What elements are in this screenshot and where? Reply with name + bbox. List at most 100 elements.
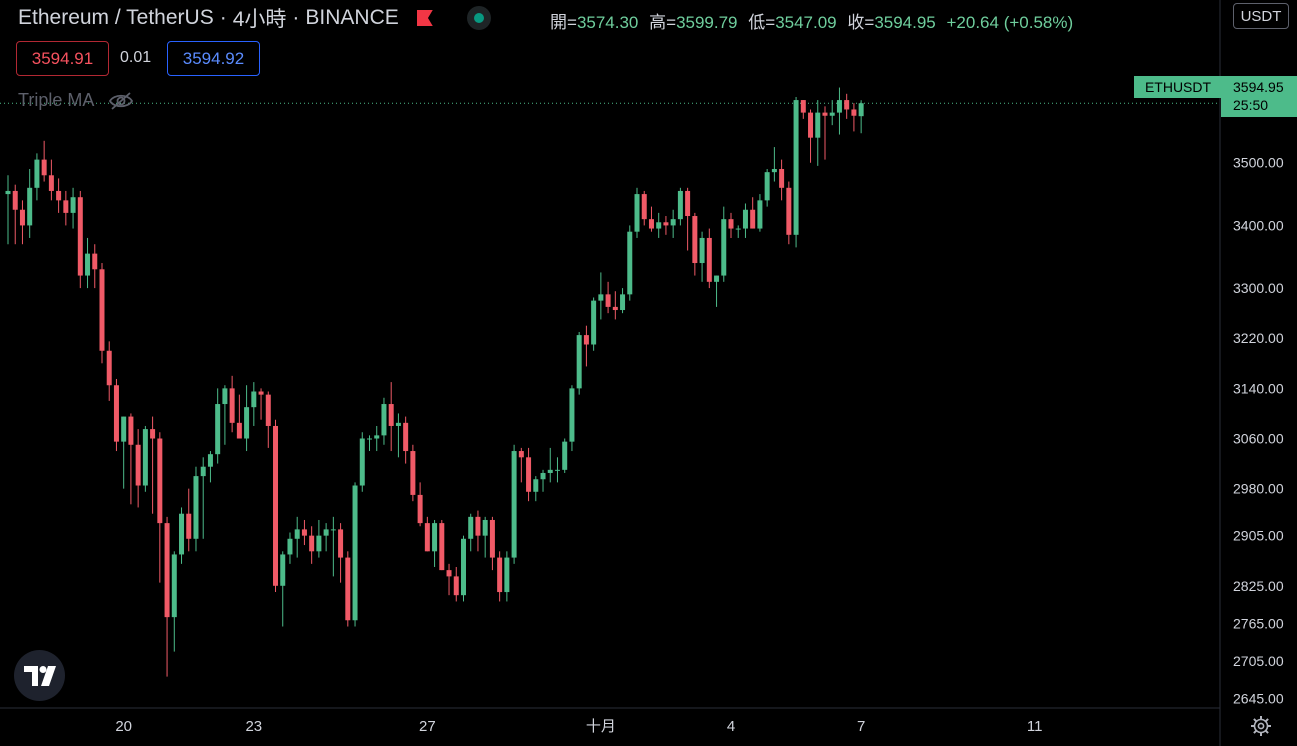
currency-button[interactable]: USDT <box>1233 3 1289 29</box>
candle-down <box>273 425 279 586</box>
candle-up <box>215 404 221 455</box>
price-tick-label: 3140.00 <box>1233 380 1284 396</box>
candle-up <box>352 485 358 621</box>
candle-down <box>128 416 134 445</box>
candle-down <box>229 388 235 423</box>
candle-up <box>121 416 127 442</box>
bar-countdown: 25:50 <box>1233 97 1269 113</box>
ohlc-readout: 開=3574.30 高=3599.79 低=3547.09 收=3594.95 … <box>550 8 1073 33</box>
TradingView-icon[interactable] <box>14 650 65 701</box>
candle-down <box>113 385 119 442</box>
candle-down <box>56 190 62 201</box>
candle-up <box>858 103 864 117</box>
candle-down <box>728 219 734 229</box>
candle-up <box>330 529 336 531</box>
candle-down <box>12 190 18 210</box>
open-label: 開= <box>550 13 577 32</box>
candle-up <box>569 388 575 442</box>
interval[interactable]: 4小時 <box>232 8 287 31</box>
price-tick-label: 2765.00 <box>1233 615 1284 631</box>
candle-down <box>489 519 495 558</box>
buy-button[interactable]: 3594.92 <box>167 41 260 76</box>
open-value: 3574.30 <box>576 13 639 32</box>
candle-down <box>526 457 532 492</box>
candle-up <box>836 100 842 113</box>
candle-up <box>547 469 553 473</box>
symbol-header[interactable]: Ethereum / TetherUS · 4小時 · BINANCE <box>18 5 491 31</box>
candle-down <box>41 159 47 176</box>
price-tick-label: 3060.00 <box>1233 431 1284 447</box>
candle-down <box>663 222 669 226</box>
candle-down <box>236 422 242 439</box>
candle-up <box>627 231 633 295</box>
price-axis: 3500.00 3400.00 3300.00 3220.00 3140.00 3060.… <box>1233 155 1284 707</box>
spread-value: 0.01 <box>120 49 152 66</box>
last-price-value: 3594.95 <box>1233 79 1284 95</box>
time-tick-label: 20 <box>115 718 132 735</box>
change-value: +20.64 (+0.58%) <box>946 13 1074 32</box>
time-tick-label: 27 <box>419 718 436 735</box>
indicator-legend[interactable]: Triple MA <box>18 90 134 111</box>
candle-up <box>85 253 91 276</box>
candle-down <box>641 194 647 220</box>
gear-icon[interactable] <box>1250 715 1272 737</box>
flag-icon[interactable] <box>416 10 433 26</box>
candle-down <box>518 451 524 458</box>
candle-up <box>576 335 582 389</box>
candle-up <box>533 479 539 492</box>
candle-down <box>800 100 806 113</box>
candle-up <box>280 554 286 586</box>
candle-down <box>388 404 394 426</box>
candle-up <box>764 172 770 201</box>
candle-up <box>468 516 474 539</box>
candle-down <box>345 557 351 621</box>
price-tick-label: 3400.00 <box>1233 217 1284 233</box>
candle-down <box>150 429 156 439</box>
candle-down <box>822 112 828 116</box>
time-tick-label: 7 <box>857 718 865 735</box>
candle-down <box>692 216 698 264</box>
candle-down <box>497 557 503 593</box>
indicator-name[interactable]: Triple MA <box>18 90 95 110</box>
candle-up <box>634 194 640 232</box>
candle-up <box>27 187 33 226</box>
price-tick-label: 3500.00 <box>1233 155 1284 171</box>
price-tick-label: 3220.00 <box>1233 330 1284 346</box>
candle-down <box>19 209 25 226</box>
candle-down <box>99 269 105 351</box>
candle-up <box>721 219 727 276</box>
last-price-tag: 3594.95 25:50 <box>1221 76 1297 117</box>
market-status-icon[interactable] <box>466 6 491 30</box>
eye-crossed-icon[interactable] <box>108 91 134 111</box>
price-tick-label: 2980.00 <box>1233 481 1284 497</box>
candle-up <box>244 407 250 439</box>
separator: · <box>219 6 227 29</box>
candle-up <box>294 529 300 539</box>
time-tick-label: 十月 <box>586 718 616 735</box>
candle-up <box>677 190 683 220</box>
sell-button[interactable]: 3594.91 <box>16 41 109 76</box>
candle-down <box>157 438 163 524</box>
price-tick-label: 2905.00 <box>1233 528 1284 544</box>
close-value: 3594.95 <box>874 13 936 32</box>
low-label: 低= <box>748 13 776 32</box>
candle-up <box>793 100 799 235</box>
candle-down <box>453 576 459 596</box>
candle-down <box>475 516 481 536</box>
candle-down <box>808 112 814 138</box>
candle-up <box>591 300 597 345</box>
symbol-name[interactable]: Ethereum / TetherUS <box>18 6 214 29</box>
candle-up <box>222 388 228 405</box>
candle-up <box>815 112 821 138</box>
candle-up <box>714 275 720 282</box>
candle-down <box>48 175 54 191</box>
low-value: 3547.09 <box>775 13 837 32</box>
candle-down <box>844 100 850 110</box>
candle-down <box>92 253 98 270</box>
price-tick-label: 2645.00 <box>1233 691 1284 707</box>
candle-up <box>670 219 676 226</box>
candle-up <box>367 438 372 440</box>
candle-up <box>359 438 365 486</box>
time-axis: 20 23 27 十月 4 7 11 <box>115 718 1042 735</box>
